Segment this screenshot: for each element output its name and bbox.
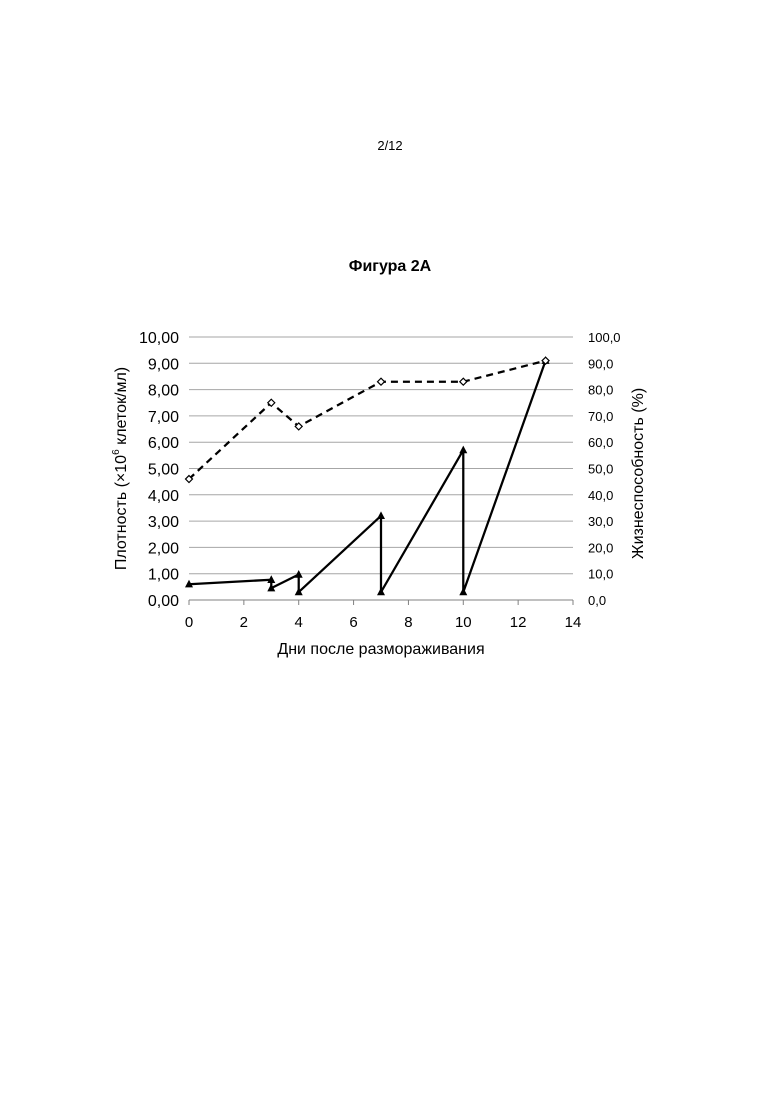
right-tick-label: 10,0	[588, 567, 613, 582]
x-tick-label: 6	[349, 614, 357, 631]
right-tick-label: 50,0	[588, 462, 613, 477]
right-tick-label: 20,0	[588, 540, 613, 555]
x-tick-label: 2	[240, 614, 248, 631]
right-axis-ticks: 0,0 10,0 20,0 30,0 40,0 50,0 60,0 70,0 80,0 90,0 1…	[588, 330, 621, 608]
left-tick-label: 5,00	[148, 462, 179, 479]
x-axis-ticks: 0 2 4 6 8 10 12 14	[185, 600, 582, 631]
left-tick-label: 10,00	[139, 330, 179, 347]
right-tick-label: 0,0	[588, 593, 606, 608]
right-tick-label: 30,0	[588, 514, 613, 529]
right-axis-label: Жизнеспособность (%)	[630, 388, 647, 559]
right-tick-label: 90,0	[588, 356, 613, 371]
x-tick-label: 12	[510, 614, 527, 631]
left-axis-ticks: 0,00 1,00 2,00 3,00 4,00 5,00 6,00 7,00 8,00 9,00…	[139, 330, 179, 610]
x-tick-label: 4	[295, 614, 303, 631]
viability-point-marker	[378, 378, 385, 385]
left-axis-label-unit: клеток/мл)	[113, 367, 130, 449]
x-axis-label: Дни после размораживания	[277, 641, 484, 658]
density-point-marker	[459, 446, 467, 454]
viability-series-line	[189, 361, 546, 479]
left-tick-label: 7,00	[148, 409, 179, 426]
x-tick-label: 0	[185, 614, 193, 631]
left-tick-label: 0,00	[148, 593, 179, 610]
right-tick-label: 70,0	[588, 409, 613, 424]
series-group	[185, 356, 550, 595]
right-tick-label: 60,0	[588, 435, 613, 450]
density-point-marker	[377, 511, 385, 519]
density-series-line	[189, 361, 546, 592]
x-tick-label: 10	[455, 614, 472, 631]
x-tick-label: 8	[404, 614, 412, 631]
right-tick-label: 100,0	[588, 330, 621, 345]
density-point-marker	[459, 588, 467, 596]
left-axis-label: Плотность (×106 клеток/мл)	[111, 367, 130, 570]
right-tick-label: 40,0	[588, 488, 613, 503]
left-tick-label: 2,00	[148, 540, 179, 557]
x-tick-label: 14	[565, 614, 582, 631]
left-tick-label: 8,00	[148, 383, 179, 400]
left-tick-label: 3,00	[148, 514, 179, 531]
right-tick-label: 80,0	[588, 383, 613, 398]
left-tick-label: 4,00	[148, 488, 179, 505]
left-tick-label: 6,00	[148, 435, 179, 452]
left-axis-label-main: Плотность (×10	[113, 455, 130, 570]
viability-point-marker	[460, 378, 467, 385]
left-tick-label: 9,00	[148, 356, 179, 373]
left-tick-label: 1,00	[148, 567, 179, 584]
